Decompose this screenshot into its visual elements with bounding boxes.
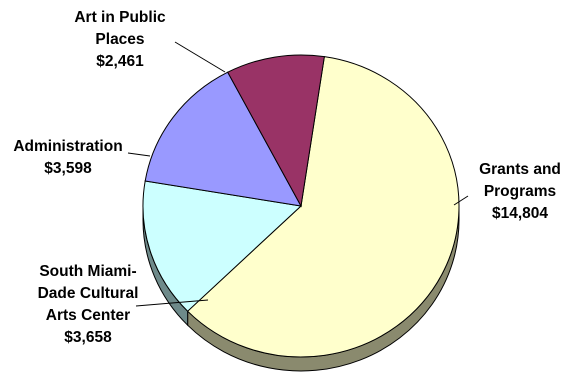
slice-label: Grants and Programs $14,804 [479, 161, 561, 222]
slice-category-label: Grants and [479, 161, 561, 178]
leader-line [174, 41, 226, 73]
slice-value-label: $3,658 [64, 329, 112, 346]
slice-value-label: $3,598 [44, 160, 92, 177]
slice-category-label: Art in Public [74, 9, 166, 26]
slice-category-label: Dade Cultural [38, 285, 139, 302]
slice-category-label: Places [95, 31, 144, 48]
slice-label: Art in Public Places $2,461 [74, 9, 166, 70]
slice-category-label: Programs [484, 183, 556, 200]
leader-line [127, 152, 151, 157]
slice-category-label: Administration [13, 138, 122, 155]
slice-value-label: $14,804 [492, 205, 548, 222]
pie-slices [142, 54, 460, 358]
slice-value-label: $2,461 [96, 53, 144, 70]
pie-slice [144, 71, 302, 207]
leader-line [135, 299, 209, 307]
leader-line [453, 195, 469, 206]
slice-category-label: Arts Center [46, 307, 130, 324]
slice-labels: Grants and Programs $14,804 South Miami- Dad… [13, 9, 561, 346]
slice-category-label: South Miami- [39, 263, 136, 280]
pie-slice [227, 54, 325, 208]
pie-slice [186, 56, 460, 358]
slice-label: South Miami- Dade Cultural Arts Center $3,6… [38, 263, 139, 346]
slice-label: Administration $3,598 [13, 138, 122, 177]
label-leader-lines [127, 41, 469, 307]
pie-slice [142, 180, 303, 312]
